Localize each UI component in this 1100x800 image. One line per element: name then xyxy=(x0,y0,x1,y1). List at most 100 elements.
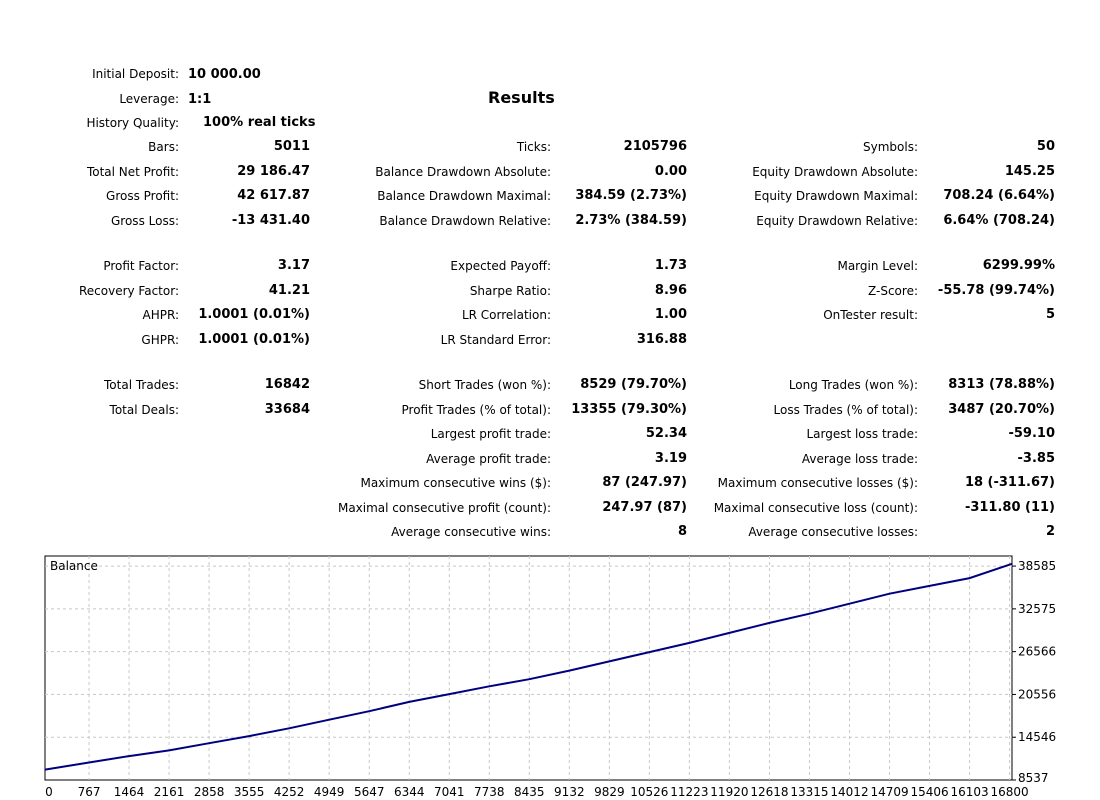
balance-drawdown-absolute-value: 0.00 xyxy=(654,164,687,179)
maximum-consecutive-losses-label: Maximum consecutive losses ($): xyxy=(717,476,918,490)
x-tick-label: 14012 xyxy=(830,785,868,799)
y-tick-label: 26566 xyxy=(1018,645,1056,659)
average-consecutive-wins-label: Average consecutive wins: xyxy=(391,525,551,539)
profit-trades-of-total-value: 13355 (79.30%) xyxy=(571,402,687,417)
x-tick-label: 11920 xyxy=(710,785,748,799)
x-tick-label: 12618 xyxy=(750,785,788,799)
x-tick-label: 3555 xyxy=(234,785,265,799)
chart-title: Balance xyxy=(50,559,98,573)
x-tick-label: 1464 xyxy=(114,785,145,799)
equity-drawdown-relative-value: 6.64% (708.24) xyxy=(943,213,1055,228)
sharpe-ratio-value: 8.96 xyxy=(654,283,687,298)
gross-profit-label: Gross Profit: xyxy=(106,189,179,203)
equity-drawdown-absolute-value: 145.25 xyxy=(1004,164,1055,179)
average-consecutive-wins-value: 8 xyxy=(677,524,687,539)
maximum-consecutive-losses-value: 18 (-311.67) xyxy=(964,475,1055,490)
results-title: Results xyxy=(488,88,555,107)
chart-frame xyxy=(44,555,1013,781)
short-trades-won-value: 8529 (79.70%) xyxy=(580,377,687,392)
sharpe-ratio-label: Sharpe Ratio: xyxy=(469,284,551,298)
bars-value: 5011 xyxy=(273,139,310,154)
maximal-consecutive-profit-count-value: 247.97 (87) xyxy=(602,500,687,515)
lr-standard-error-value: 316.88 xyxy=(636,332,687,347)
x-tick-label: 7738 xyxy=(474,785,505,799)
ghpr-label: GHPR: xyxy=(141,333,179,347)
x-tick-label: 9829 xyxy=(594,785,625,799)
loss-trades-of-total-value: 3487 (20.70%) xyxy=(948,402,1055,417)
x-tick-label: 5647 xyxy=(354,785,385,799)
x-tick-label: 16103 xyxy=(950,785,988,799)
profit-trades-of-total-label: Profit Trades (% of total): xyxy=(401,403,551,417)
total-net-profit-label: Total Net Profit: xyxy=(86,165,179,179)
initial-deposit-label: Initial Deposit: xyxy=(92,67,179,81)
total-net-profit-value: 29 186.47 xyxy=(237,164,310,179)
balance-drawdown-relative-label: Balance Drawdown Relative: xyxy=(379,214,551,228)
average-consecutive-losses-label: Average consecutive losses: xyxy=(748,525,918,539)
loss-trades-of-total-label: Loss Trades (% of total): xyxy=(773,403,919,417)
gross-loss-label: Gross Loss: xyxy=(111,214,179,228)
average-consecutive-losses-value: 2 xyxy=(1045,524,1055,539)
average-profit-trade-value: 3.19 xyxy=(654,451,687,466)
x-tick-label: 2161 xyxy=(154,785,185,799)
y-tick-label: 38585 xyxy=(1018,559,1056,573)
largest-loss-trade-value: -59.10 xyxy=(1008,426,1055,441)
x-tick-label: 9132 xyxy=(554,785,585,799)
x-tick-label: 4252 xyxy=(274,785,305,799)
ticks-value: 2105796 xyxy=(623,139,687,154)
x-tick-label: 4949 xyxy=(314,785,345,799)
balance-drawdown-maximal-label: Balance Drawdown Maximal: xyxy=(377,189,551,203)
y-tick-label: 32575 xyxy=(1018,602,1056,616)
x-tick-label: 11223 xyxy=(670,785,708,799)
y-tick-label: 14546 xyxy=(1018,730,1056,744)
x-tick-label: 6344 xyxy=(394,785,425,799)
maximum-consecutive-wins-label: Maximum consecutive wins ($): xyxy=(360,476,551,490)
total-deals-label: Total Deals: xyxy=(109,403,179,417)
profit-factor-label: Profit Factor: xyxy=(103,259,179,273)
equity-drawdown-relative-label: Equity Drawdown Relative: xyxy=(756,214,918,228)
ghpr-value: 1.0001 (0.01%) xyxy=(198,332,310,347)
lr-correlation-label: LR Correlation: xyxy=(461,308,551,322)
balance-drawdown-relative-value: 2.73% (384.59) xyxy=(575,213,687,228)
ontester-result-value: 5 xyxy=(1045,307,1055,322)
ahpr-label: AHPR: xyxy=(142,308,179,322)
x-tick-label: 8435 xyxy=(514,785,545,799)
maximal-consecutive-loss-count-value: -311.80 (11) xyxy=(964,500,1055,515)
history-quality-label: History Quality: xyxy=(86,116,179,130)
initial-deposit-value: 10 000.00 xyxy=(188,67,261,82)
maximum-consecutive-wins-value: 87 (247.97) xyxy=(602,475,687,490)
expected-payoff-label: Expected Payoff: xyxy=(450,259,551,273)
long-trades-won-label: Long Trades (won %): xyxy=(788,378,918,392)
margin-level-value: 6299.99% xyxy=(982,258,1055,273)
symbols-label: Symbols: xyxy=(863,140,918,154)
x-tick-label: 0 xyxy=(45,785,53,799)
z-score-label: Z-Score: xyxy=(868,284,918,298)
maximal-consecutive-profit-count-label: Maximal consecutive profit (count): xyxy=(337,501,551,515)
largest-loss-trade-label: Largest loss trade: xyxy=(806,427,918,441)
x-tick-label: 10526 xyxy=(630,785,668,799)
equity-drawdown-absolute-label: Equity Drawdown Absolute: xyxy=(752,165,918,179)
expected-payoff-value: 1.73 xyxy=(654,258,687,273)
total-deals-value: 33684 xyxy=(264,402,310,417)
balance-drawdown-absolute-label: Balance Drawdown Absolute: xyxy=(375,165,551,179)
lr-standard-error-label: LR Standard Error: xyxy=(440,333,551,347)
equity-drawdown-maximal-value: 708.24 (6.64%) xyxy=(943,188,1055,203)
recovery-factor-value: 41.21 xyxy=(268,283,310,298)
lr-correlation-value: 1.00 xyxy=(654,307,687,322)
average-profit-trade-label: Average profit trade: xyxy=(426,452,551,466)
ahpr-value: 1.0001 (0.01%) xyxy=(198,307,310,322)
largest-profit-trade-value: 52.34 xyxy=(645,426,687,441)
ontester-result-label: OnTester result: xyxy=(823,308,918,322)
ticks-label: Ticks: xyxy=(516,140,551,154)
gross-profit-value: 42 617.87 xyxy=(237,188,310,203)
x-tick-label: 14709 xyxy=(870,785,908,799)
symbols-value: 50 xyxy=(1036,139,1055,154)
x-tick-label: 2858 xyxy=(194,785,225,799)
equity-drawdown-maximal-label: Equity Drawdown Maximal: xyxy=(754,189,918,203)
bars-label: Bars: xyxy=(148,140,179,154)
maximal-consecutive-loss-count-label: Maximal consecutive loss (count): xyxy=(713,501,918,515)
gross-loss-value: -13 431.40 xyxy=(231,213,310,228)
average-loss-trade-value: -3.85 xyxy=(1017,451,1055,466)
x-tick-label: 7041 xyxy=(434,785,465,799)
long-trades-won-value: 8313 (78.88%) xyxy=(948,377,1055,392)
